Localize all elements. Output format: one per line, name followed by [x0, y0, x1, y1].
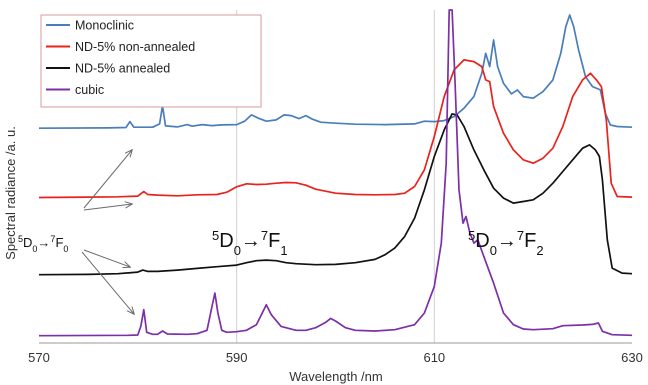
legend-label-4: cubic	[75, 83, 104, 97]
x-tick-label: 630	[621, 350, 643, 365]
annotation-arrows	[81, 150, 134, 314]
vertical-gridlines	[236, 10, 435, 343]
transition-label-f0: 5D0→7F0	[18, 234, 68, 254]
arrow-to-annealed	[83, 249, 130, 267]
x-tick-label: 570	[28, 350, 50, 365]
y-axis-title: Spectral radiance /a. u.	[3, 126, 18, 260]
x-axis-title: Wavelength /nm	[289, 369, 382, 384]
arrow-to-monoclinic	[83, 150, 132, 209]
series-line-1	[38, 14, 633, 130]
legend: Monoclinic ND-5% non-annealed ND-5% anneal…	[40, 14, 262, 108]
x-tick-label: 610	[423, 350, 445, 365]
legend-label-3: ND-5% annealed	[75, 62, 170, 76]
arrow-to-non-annealed	[83, 204, 132, 211]
series-line-4	[38, 9, 633, 337]
transition-label-f1: 5D0→7F1	[212, 228, 288, 258]
legend-box	[40, 14, 262, 108]
legend-label-1: Monoclinic	[75, 19, 134, 33]
series-line-3	[38, 113, 633, 276]
x-tick-label: 590	[226, 350, 248, 365]
x-tick-labels: 570 590 610 630	[28, 350, 643, 365]
series-line-2	[38, 59, 633, 199]
legend-label-2: ND-5% non-annealed	[75, 40, 195, 54]
series-layer	[38, 9, 633, 337]
arrow-to-cubic	[81, 251, 134, 314]
transition-label-f2: 5D0→7F2	[468, 228, 544, 258]
